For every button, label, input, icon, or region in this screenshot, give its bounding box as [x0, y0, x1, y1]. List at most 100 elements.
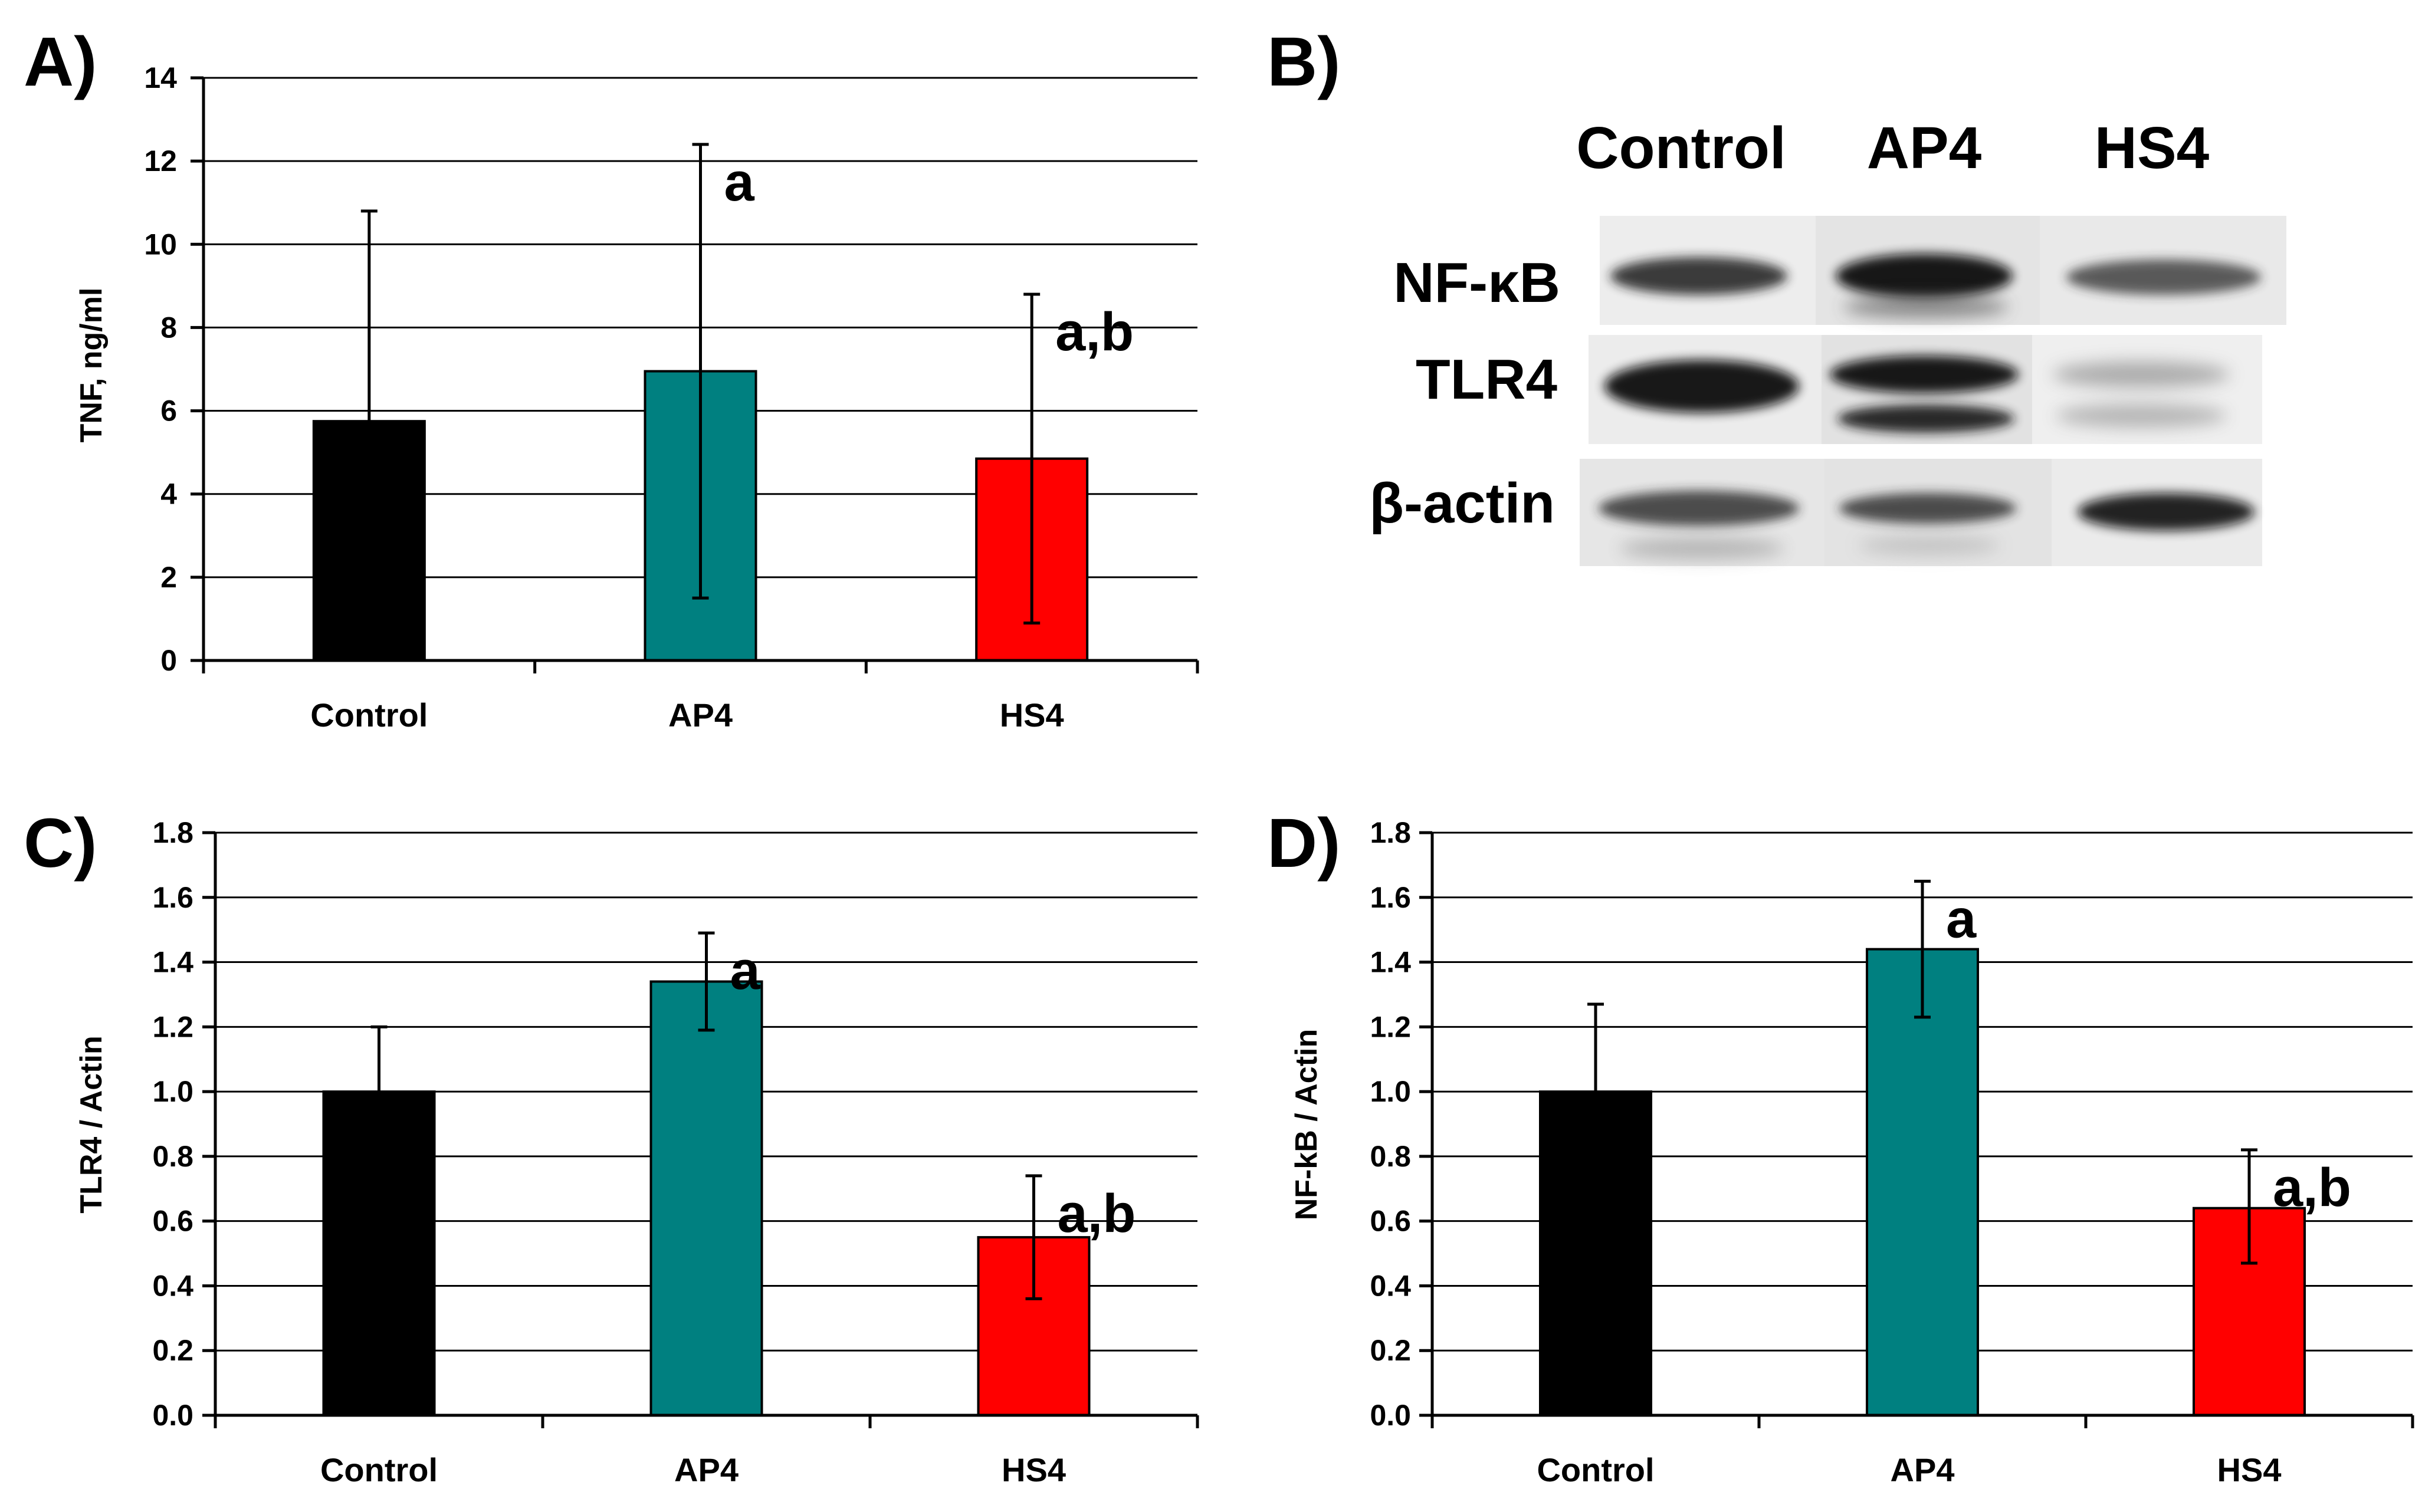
x-label-control-c: Control [320, 1451, 438, 1488]
y-tick-label-c: 1.6 [152, 881, 193, 914]
blot-band [1610, 257, 1787, 295]
y-tick-label-c: 0.8 [152, 1140, 193, 1173]
error-bars-a [360, 143, 1041, 624]
x-labels-d: Control AP4 HS4 [1537, 1451, 2281, 1488]
bars-c [322, 980, 1091, 1416]
bars-d [1539, 948, 2306, 1417]
blot-band [2053, 361, 2230, 387]
x-label-ap4-d: AP4 [1891, 1451, 1955, 1488]
significance-label-hs4-c: a,b [1058, 1184, 1136, 1244]
y-tick-label-d: 0.2 [1370, 1334, 1411, 1367]
blot-row-label-tlr4: TLR4 [1416, 348, 1557, 411]
blot-band [1837, 405, 2014, 433]
panel-label-d: D) [1267, 804, 1341, 882]
blot-row-label-bactin: β-actin [1369, 472, 1555, 535]
significance-labels-a: a a,b [724, 152, 1134, 362]
bar-control-d [1539, 1090, 1652, 1416]
blot-lane-header-control: Control [1576, 115, 1786, 181]
chart-panel-c: C) TLR4 / Actin 0.0 0.2 0.4 0.6 0.8 1.0 1.2 1.4… [24, 804, 1199, 1488]
blot-band [2056, 404, 2227, 428]
y-axis-title-c: TLR4 / Actin [74, 1036, 109, 1213]
blot-band [1830, 356, 2019, 393]
y-tick-label-c: 1.8 [152, 816, 193, 849]
y-tick-label-a: 4 [160, 478, 177, 511]
error-bars-c [370, 931, 1042, 1300]
x-label-ap4-a: AP4 [668, 696, 733, 734]
blot-lane-header-ap4: AP4 [1867, 115, 1982, 181]
bar-ap4-c [649, 980, 763, 1416]
blot-band [1599, 491, 1799, 526]
significance-label-ap4-a: a [724, 152, 755, 212]
error-bars-d [1587, 879, 2257, 1265]
blot-band [1843, 296, 2009, 317]
y-tick-label-c: 0.6 [152, 1205, 193, 1238]
y-ticks-d: 0.0 0.2 0.4 0.6 0.8 1.0 1.2 1.4 1.6 1.8 [1370, 816, 1432, 1432]
blot-lane-header-hs4: HS4 [2095, 115, 2210, 181]
y-tick-label-d: 1.2 [1370, 1010, 1411, 1043]
y-tick-label-c: 1.4 [152, 946, 193, 979]
y-axis-title-a: TNF, ng/ml [74, 288, 109, 443]
y-tick-label-d: 1.6 [1370, 881, 1411, 914]
y-ticks-a: 0 2 4 6 8 10 12 14 [144, 61, 204, 677]
significance-labels-c: a a,b [730, 941, 1136, 1244]
blot-strip-bactin [1580, 459, 2262, 566]
y-tick-label-a: 8 [160, 311, 177, 344]
x-label-hs4-c: HS4 [1002, 1451, 1066, 1488]
y-tick-label-a: 10 [144, 228, 177, 261]
y-tick-label-a: 0 [160, 644, 177, 677]
blot-lane-bg [2032, 335, 2262, 444]
x-label-hs4-d: HS4 [2217, 1451, 2282, 1488]
blot-strip-nfkb [1600, 216, 2286, 325]
blot-row-label-nfkb: NF-κB [1393, 251, 1560, 314]
axes-a [202, 78, 1199, 673]
y-tick-label-d: 1.8 [1370, 816, 1411, 849]
y-ticks-c: 0.0 0.2 0.4 0.6 0.8 1.0 1.2 1.4 1.6 1.8 [152, 816, 215, 1432]
y-tick-label-d: 0.8 [1370, 1140, 1411, 1173]
blot-band [1836, 254, 2013, 298]
y-tick-label-c: 0.0 [152, 1399, 193, 1432]
y-tick-label-d: 0.4 [1370, 1269, 1411, 1302]
significance-labels-d: a a,b [1946, 889, 2351, 1218]
bar-control-c [322, 1090, 436, 1416]
blot-band [2078, 493, 2254, 531]
bar-ap4-d [1866, 948, 1979, 1416]
significance-label-ap4-c: a [730, 941, 761, 1001]
y-tick-label-c: 0.4 [152, 1269, 193, 1302]
blot-band [1839, 493, 2016, 524]
bar-control-a [312, 420, 426, 662]
significance-label-hs4-d: a,b [2273, 1158, 2351, 1218]
x-label-ap4-c: AP4 [674, 1451, 739, 1488]
x-label-control-d: Control [1537, 1451, 1654, 1488]
x-label-control-a: Control [310, 696, 428, 734]
x-labels-a: Control AP4 HS4 [310, 696, 1064, 734]
western-blot-panel: B) Control AP4 HS4 NF-κB TLR4 β-actin [1267, 23, 2286, 566]
y-axis-title-d: NF-kB / Actin [1289, 1029, 1324, 1221]
panel-label-b: B) [1267, 23, 1341, 101]
y-tick-label-c: 1.2 [152, 1010, 193, 1043]
panel-label-a: A) [24, 23, 97, 101]
x-labels-c: Control AP4 HS4 [320, 1451, 1066, 1488]
axes-c [214, 833, 1199, 1428]
x-label-hs4-a: HS4 [1000, 696, 1064, 734]
blot-band [2066, 259, 2261, 295]
y-tick-label-d: 0.6 [1370, 1205, 1411, 1238]
significance-label-hs4-a: a,b [1055, 302, 1134, 362]
y-tick-label-d: 0.0 [1370, 1399, 1411, 1432]
chart-panel-d: D) NF-kB / Actin 0.0 0.2 0.4 0.6 0.8 1.0 1.2 1.… [1267, 804, 2414, 1488]
blot-band [1604, 360, 1799, 413]
blot-strip-tlr4 [1589, 335, 2262, 444]
blot-band [1858, 536, 2000, 555]
axes-d [1430, 833, 2414, 1428]
y-tick-label-c: 0.2 [152, 1334, 193, 1367]
panel-label-c: C) [24, 804, 97, 882]
y-tick-label-a: 14 [144, 61, 177, 94]
y-tick-label-c: 1.0 [152, 1075, 193, 1108]
y-tick-label-a: 6 [160, 395, 177, 428]
y-tick-label-d: 1.4 [1370, 946, 1411, 979]
blot-band [1619, 538, 1784, 559]
y-tick-label-d: 1.0 [1370, 1075, 1411, 1108]
y-tick-label-a: 12 [144, 144, 177, 178]
y-tick-label-a: 2 [160, 561, 177, 594]
